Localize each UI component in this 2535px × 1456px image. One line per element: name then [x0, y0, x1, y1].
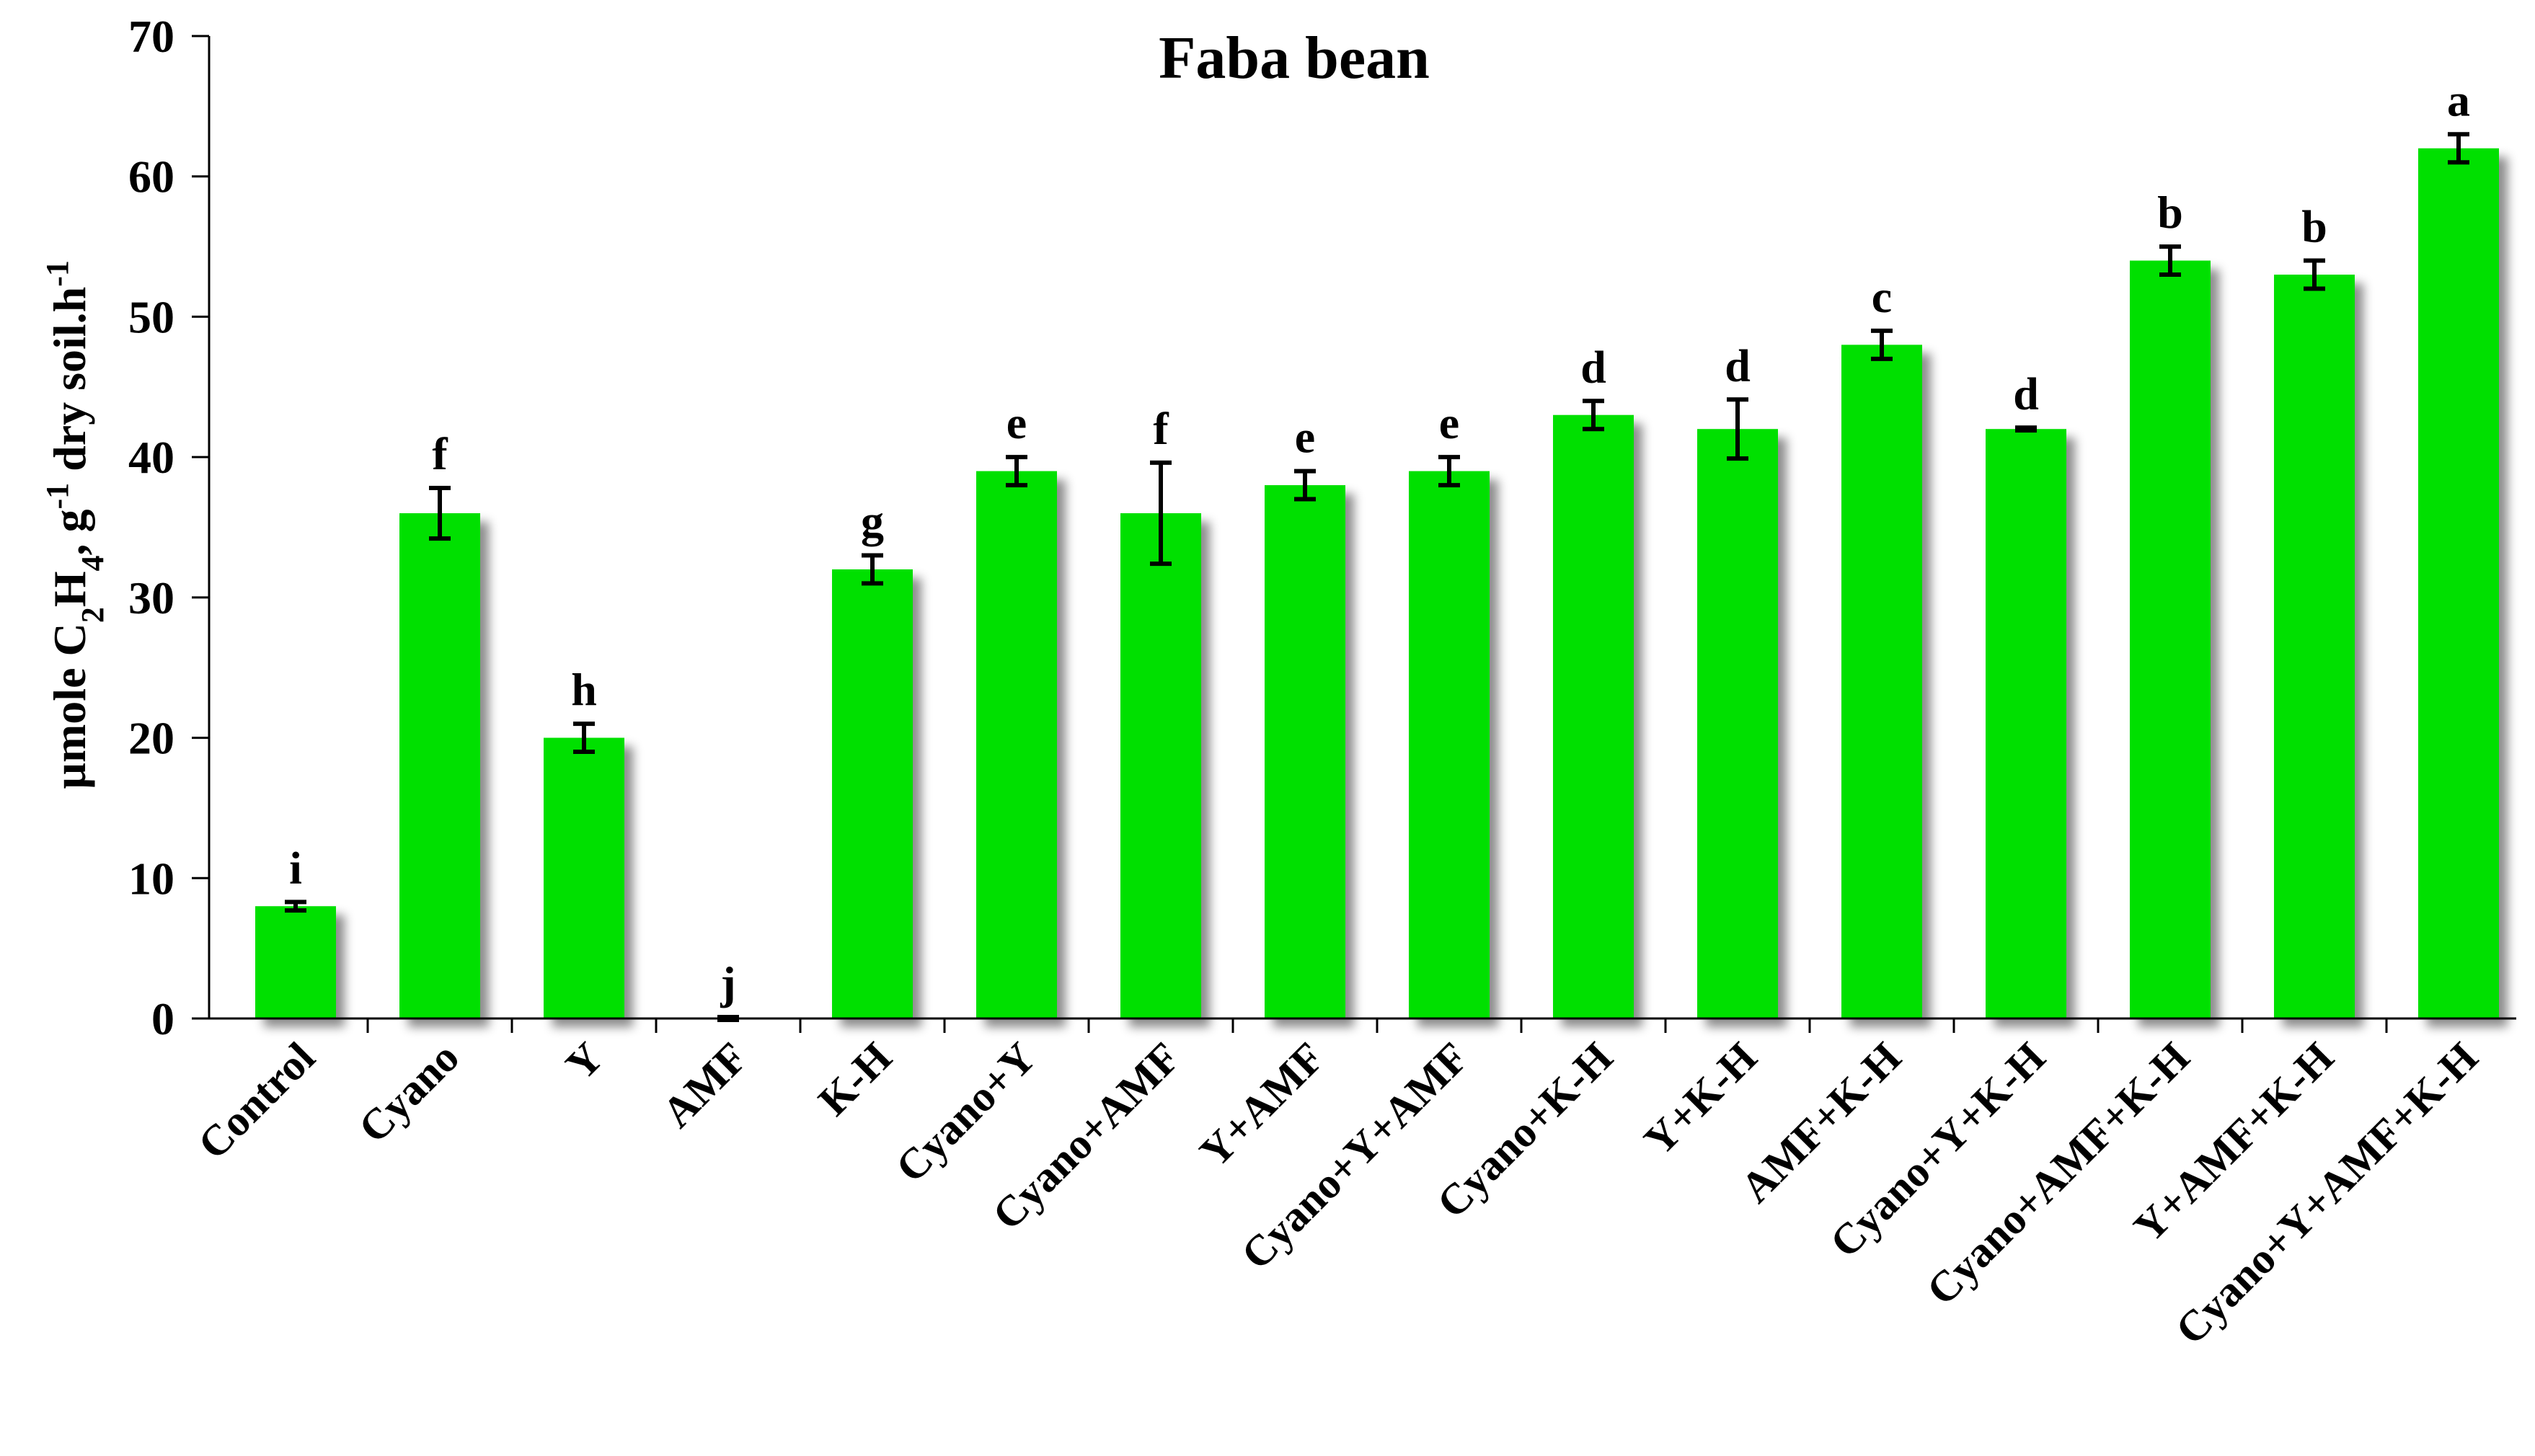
x-tick-label: AMF [653, 1034, 756, 1137]
bar-11 [1841, 345, 1922, 1018]
error-bar-4 [862, 553, 883, 586]
error-bar-0 [285, 900, 306, 913]
y-tick-label: 40 [128, 432, 174, 483]
significance-letter: i [289, 842, 302, 893]
significance-letter: d [1580, 341, 1606, 392]
x-tick-label: Cyano [350, 1034, 469, 1153]
error-bar-13 [2159, 244, 2181, 278]
y-tick-label: 60 [128, 151, 174, 203]
bar-15 [2418, 148, 2499, 1018]
significance-letter: b [2157, 187, 2183, 238]
error-bar-10 [1727, 397, 1748, 461]
bar-5 [976, 471, 1057, 1018]
error-bar-6 [1150, 460, 1172, 567]
y-tick-label: 70 [128, 11, 174, 62]
y-tick-label: 50 [128, 291, 174, 342]
bar-6 [1120, 513, 1201, 1018]
significance-letter: f [432, 428, 448, 479]
bar-0 [255, 906, 336, 1018]
x-tick-label: Y+K-H [1635, 1034, 1766, 1165]
bars: i f h j g e f e e d d c d b b a [255, 74, 2499, 1022]
x-tick-label: Cyano+AMF+K-H [1918, 1034, 2199, 1315]
bar-13 [2130, 260, 2211, 1018]
bar-14 [2274, 275, 2355, 1018]
y-tick-label: 20 [128, 713, 174, 764]
y-axis: 0 10 20 30 40 50 60 70 [128, 11, 211, 1044]
x-tick-label: Control [189, 1034, 324, 1168]
significance-letter: a [2447, 74, 2470, 125]
error-bar-5 [1006, 455, 1027, 488]
error-bar-7 [1294, 469, 1316, 502]
y-axis-label: µmole C2H4, g-1 dry soil.h-1 [40, 260, 110, 789]
significance-letter: b [2301, 201, 2327, 252]
significance-letter: j [720, 957, 735, 1008]
error-bar-15 [2448, 132, 2469, 165]
significance-letter: e [1007, 397, 1027, 448]
bar-10 [1697, 429, 1778, 1018]
significance-letter: g [861, 495, 884, 546]
significance-letter: d [1725, 339, 1751, 391]
bar-2 [544, 737, 624, 1018]
x-tick-label: Y+AMF [1190, 1034, 1333, 1176]
x-tick-label: K-H [809, 1034, 901, 1125]
significance-letter: d [2013, 368, 2039, 419]
chart-title: Faba bean [1159, 25, 1430, 92]
bar-8 [1409, 471, 1490, 1018]
significance-letter: f [1153, 403, 1169, 454]
bar-12 [1986, 429, 2066, 1018]
bar-9 [1553, 414, 1634, 1018]
y-tick-label: 30 [128, 572, 174, 623]
significance-letter: c [1872, 271, 1892, 322]
significance-letter: e [1295, 412, 1315, 463]
error-bar-8 [1438, 455, 1460, 488]
significance-letter: h [571, 664, 597, 715]
x-tick-label: Y [557, 1034, 612, 1089]
significance-letter: e [1439, 397, 1459, 448]
y-tick-label: 0 [151, 993, 174, 1044]
error-bar-14 [2304, 258, 2325, 291]
error-bar-2 [573, 722, 595, 755]
error-bar-12 [2015, 425, 2037, 433]
bar-1 [399, 513, 480, 1018]
y-tick-label: 10 [128, 853, 174, 904]
error-bar-11 [1871, 328, 1893, 361]
bar-4 [832, 569, 913, 1018]
error-bar-1 [429, 485, 451, 541]
error-bar-9 [1583, 399, 1604, 432]
bar-7 [1265, 485, 1345, 1018]
